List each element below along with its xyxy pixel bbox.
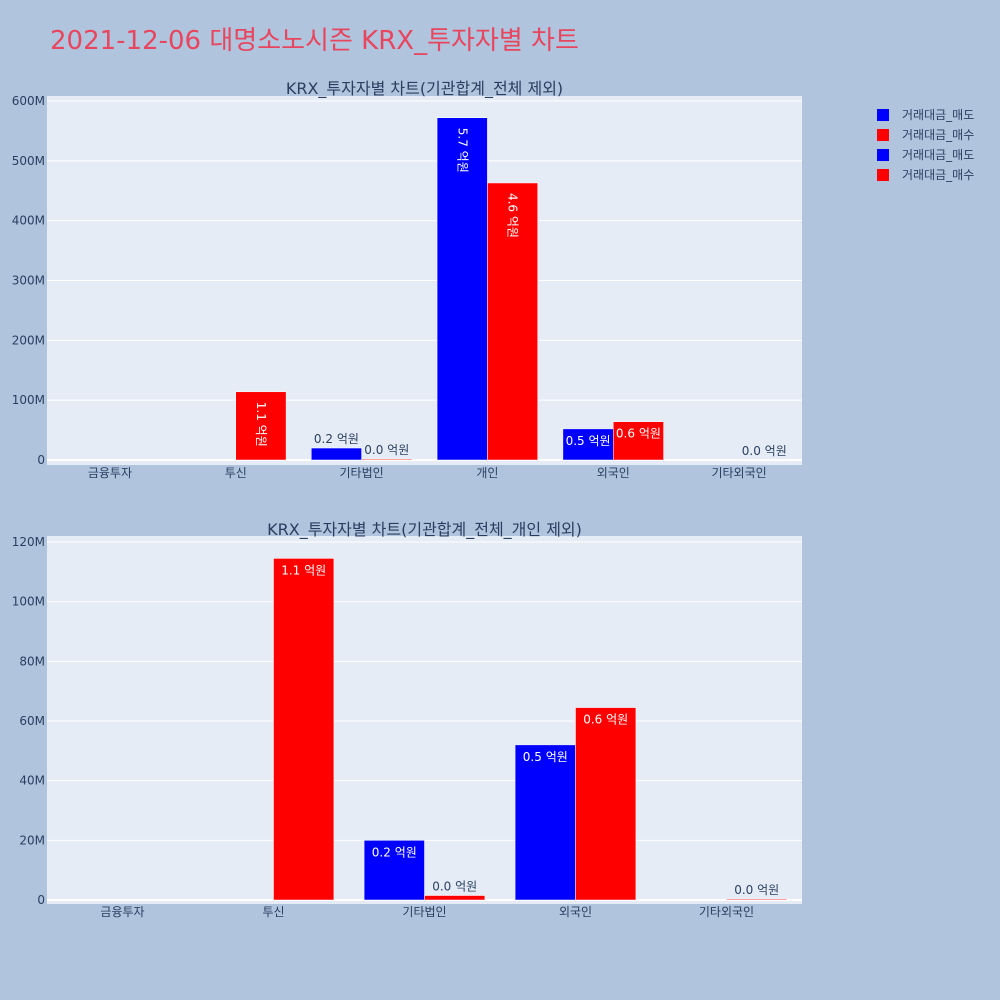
data-label: 4.6 억원 xyxy=(506,193,520,238)
bar-buy[interactable] xyxy=(361,458,413,461)
x-tick-label: 외국인 xyxy=(597,466,630,480)
x-tick-label: 금융투자 xyxy=(100,905,144,919)
bar-buy[interactable] xyxy=(613,421,664,461)
data-label: 1.1 억원 xyxy=(281,563,326,577)
y-tick-label: 400M xyxy=(12,214,45,228)
bar-sell[interactable] xyxy=(436,117,488,461)
bar-buy[interactable] xyxy=(726,898,788,901)
y-tick-label: 300M xyxy=(12,274,45,288)
x-tick-label: 기타외국인 xyxy=(711,466,766,480)
legend-swatch xyxy=(877,109,889,121)
data-label: 1.1 억원 xyxy=(254,402,268,447)
page-title: 2021-12-06 대명소노시즌 KRX_투자자별 차트 xyxy=(50,26,579,56)
legend-swatch xyxy=(877,149,889,161)
bar-buy[interactable] xyxy=(575,707,637,901)
legend-item-label: 거래대금_매도 xyxy=(902,108,974,122)
subplot-title: KRX_투자자별 차트(기관합계_전체_개인 제외) xyxy=(267,520,582,540)
bar-buy[interactable] xyxy=(424,895,486,901)
legend-swatch xyxy=(877,169,889,181)
legend-item-label: 거래대금_매수 xyxy=(902,168,974,182)
data-label: 0.5 억원 xyxy=(566,434,611,448)
y-tick-label: 0 xyxy=(37,893,45,907)
bar-buy[interactable] xyxy=(235,391,287,461)
legend-item-label: 거래대금_매수 xyxy=(902,128,974,142)
data-label: 5.7 억원 xyxy=(455,128,469,173)
subplot-title: KRX_투자자별 차트(기관합계_전체 제외) xyxy=(286,79,563,99)
y-tick-label: 0 xyxy=(37,453,45,467)
y-tick-label: 20M xyxy=(19,833,45,847)
y-tick-label: 600M xyxy=(12,94,45,108)
x-tick-label: 기타법인 xyxy=(339,466,383,480)
y-tick-label: 100M xyxy=(12,393,45,407)
y-tick-label: 80M xyxy=(19,654,45,668)
data-label: 0.0 억원 xyxy=(742,444,787,458)
y-tick-label: 500M xyxy=(12,154,45,168)
bar-sell[interactable] xyxy=(562,428,614,461)
y-tick-label: 120M xyxy=(12,535,45,549)
x-tick-label: 금융투자 xyxy=(88,466,132,480)
bar-buy[interactable] xyxy=(273,558,335,901)
y-tick-label: 40M xyxy=(19,774,45,788)
legend-swatch xyxy=(877,129,889,141)
data-label: 0.5 억원 xyxy=(523,750,568,764)
legend-item-label: 거래대금_매도 xyxy=(902,148,974,162)
bar-sell[interactable] xyxy=(311,447,362,461)
data-label: 0.6 억원 xyxy=(616,427,661,441)
chart-top: 0 100M 200M 300M 400M 500M 600M KRX_투자자별 차트(기관합… xyxy=(12,79,802,480)
y-tick-label: 200M xyxy=(12,333,45,347)
data-label: 0.2 억원 xyxy=(314,432,359,446)
bar-sell[interactable] xyxy=(363,840,425,901)
x-tick-label: 투신 xyxy=(262,905,284,919)
y-tick-label: 100M xyxy=(12,595,45,609)
chart-bottom: 0 20M 40M 60M 80M 100M 120M KRX_투자자별 차트(기관합계_전체… xyxy=(12,520,802,919)
bar-sell[interactable] xyxy=(514,744,576,901)
x-tick-label: 투신 xyxy=(225,466,247,480)
x-tick-label: 기타법인 xyxy=(402,905,446,919)
x-tick-label: 개인 xyxy=(476,466,498,480)
x-tick-label: 외국인 xyxy=(559,905,592,919)
data-label: 0.6 억원 xyxy=(583,713,628,727)
y-tick-label: 60M xyxy=(19,714,45,728)
bar-buy[interactable] xyxy=(487,182,538,461)
data-label: 0.0 억원 xyxy=(432,880,477,894)
data-label: 0.0 억원 xyxy=(734,883,779,897)
data-label: 0.2 억원 xyxy=(372,845,417,859)
x-tick-label: 기타외국인 xyxy=(699,905,754,919)
data-label: 0.0 억원 xyxy=(364,443,409,457)
